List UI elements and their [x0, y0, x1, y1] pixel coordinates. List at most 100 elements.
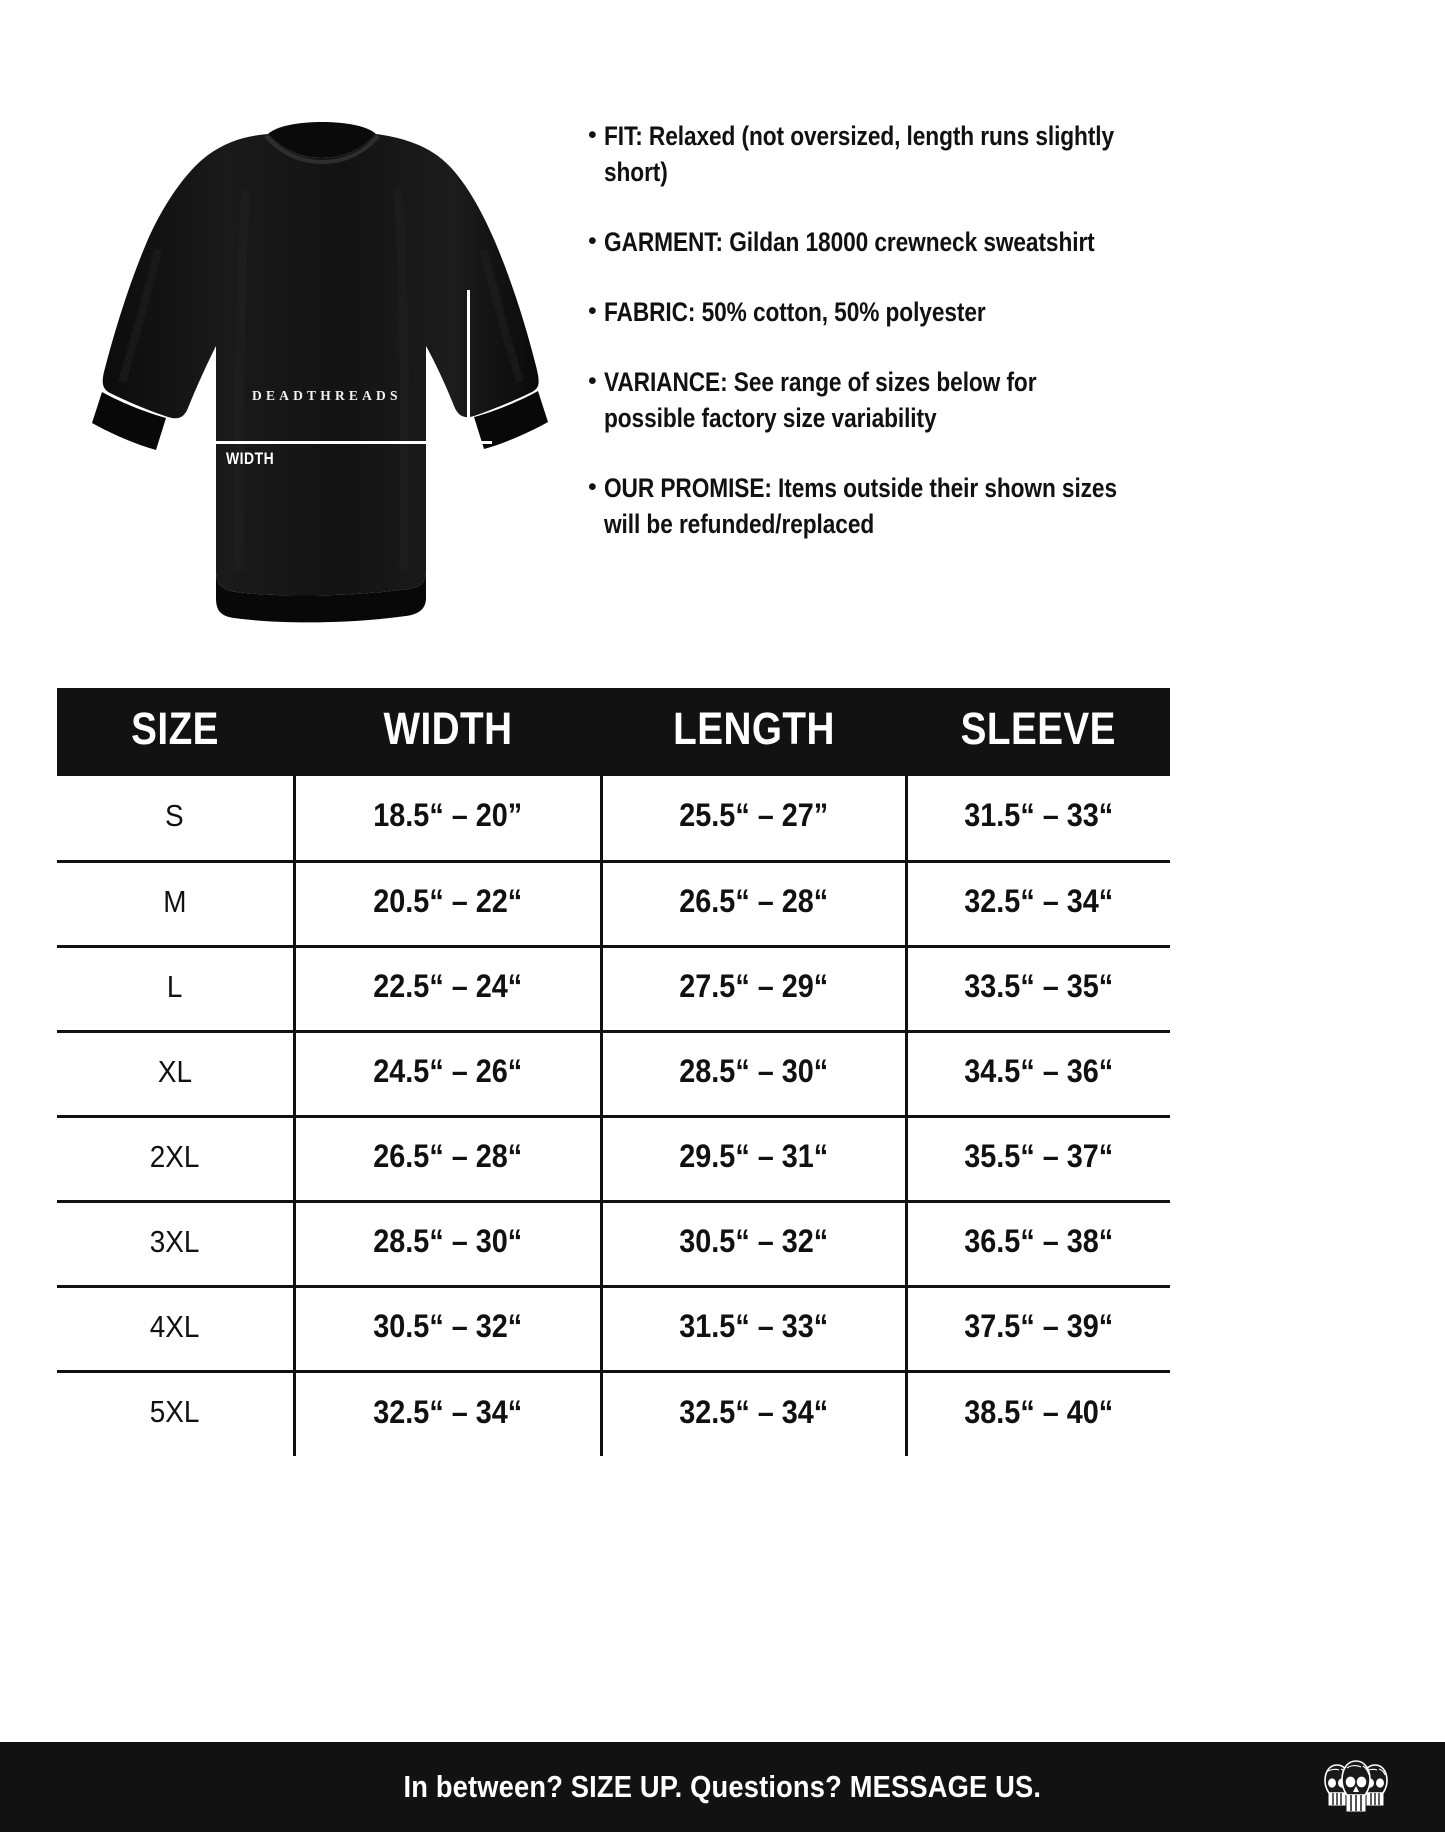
spec-item-fit: • FIT: Relaxed (not oversized, length ru… [588, 118, 1218, 190]
crewneck-sweatshirt-graphic [92, 122, 548, 623]
cell-size: 2XL [57, 1116, 296, 1203]
spec-item-variance: • VARIANCE: See range of sizes below for… [588, 364, 1218, 436]
cell-size-value: 2XL [149, 1138, 200, 1174]
cell-length: 26.5“ – 28“ [601, 861, 908, 948]
bullet-icon: • [588, 121, 597, 149]
cell-size: XL [57, 1031, 296, 1118]
column-header-sleeve-label: SLEEVE [960, 703, 1116, 754]
cell-sleeve: 34.5“ – 36“ [906, 1031, 1170, 1118]
garment-brand-wordmark: DEADTHREADS [252, 388, 402, 403]
cell-length: 27.5“ – 29“ [601, 946, 908, 1033]
cell-length-value: 29.5“ – 31“ [679, 1138, 828, 1174]
table-header: SIZE WIDTH LENGTH SLEEVE [57, 688, 1170, 776]
table-header-row: SIZE WIDTH LENGTH SLEEVE [57, 688, 1170, 776]
cell-length-value: 32.5“ – 34“ [679, 1393, 828, 1430]
cell-sleeve-value: 33.5“ – 35“ [964, 968, 1114, 1004]
cell-sleeve-value: 34.5“ – 36“ [964, 1053, 1114, 1089]
bullet-icon: • [588, 473, 597, 501]
column-header-size: SIZE [57, 688, 294, 776]
spec-text-fabric: FABRIC: 50% cotton, 50% polyester [604, 297, 986, 327]
column-header-width: WIDTH [294, 688, 601, 776]
cell-width-value: 26.5“ – 28“ [373, 1138, 522, 1174]
cell-size: S [57, 776, 296, 863]
spec-text-fit: FIT: Relaxed (not oversized, length runs… [604, 121, 1115, 187]
table-body: S 18.5“ – 20” 25.5“ – 27” 31.5“ – 33“ M … [57, 776, 1170, 1456]
cell-width: 32.5“ – 34“ [294, 1371, 603, 1456]
cell-length: 32.5“ – 34“ [601, 1371, 908, 1456]
cell-size-value: 4XL [149, 1308, 200, 1344]
spec-item-garment: • GARMENT: Gildan 18000 crewneck sweatsh… [588, 224, 1218, 260]
cell-sleeve-value: 38.5“ – 40“ [964, 1393, 1114, 1430]
length-measure-line [467, 290, 470, 727]
cell-width-value: 18.5“ – 20” [373, 797, 522, 834]
cell-sleeve: 38.5“ – 40“ [906, 1371, 1170, 1456]
cell-size-value: XL [157, 1053, 192, 1089]
cell-sleeve-value: 37.5“ – 39“ [964, 1308, 1114, 1344]
three-skulls-icon [1319, 1759, 1393, 1815]
table-row: 2XL 26.5“ – 28“ 29.5“ – 31“ 35.5“ – 37“ [57, 1116, 1170, 1203]
cell-sleeve: 31.5“ – 33“ [906, 776, 1170, 863]
cell-sleeve: 33.5“ – 35“ [906, 946, 1170, 1033]
column-header-length: LENGTH [601, 688, 906, 776]
cell-sleeve-value: 31.5“ – 33“ [964, 797, 1114, 834]
spec-text-promise: OUR PROMISE: Items outside their shown s… [604, 473, 1118, 539]
cell-width: 28.5“ – 30“ [294, 1201, 603, 1288]
bullet-icon: • [588, 227, 597, 255]
garment-illustration: DEADTHREADS WIDTH LENGTH [40, 120, 580, 727]
spec-text-garment: GARMENT: Gildan 18000 crewneck sweatshir… [604, 227, 1095, 257]
table-row: XL 24.5“ – 26“ 28.5“ – 30“ 34.5“ – 36“ [57, 1031, 1170, 1118]
cell-length-value: 30.5“ – 32“ [679, 1223, 828, 1259]
cell-length: 25.5“ – 27” [601, 776, 908, 863]
spec-item-fabric: • FABRIC: 50% cotton, 50% polyester [588, 294, 1218, 330]
cell-width: 22.5“ – 24“ [294, 946, 603, 1033]
cell-length-value: 26.5“ – 28“ [679, 883, 828, 919]
cell-length: 28.5“ – 30“ [601, 1031, 908, 1118]
cell-width-value: 20.5“ – 22“ [373, 883, 522, 919]
cell-width: 26.5“ – 28“ [294, 1116, 603, 1203]
cell-size: 4XL [57, 1286, 296, 1373]
cell-size: M [57, 861, 296, 948]
bullet-icon: • [588, 297, 597, 325]
cell-size-value: 5XL [149, 1394, 200, 1430]
cell-size-value: 3XL [149, 1223, 200, 1259]
table-row: 5XL 32.5“ – 34“ 32.5“ – 34“ 38.5“ – 40“ [57, 1371, 1170, 1456]
width-measure-label: WIDTH [226, 449, 275, 468]
cell-size: 5XL [57, 1371, 296, 1456]
cell-length-value: 31.5“ – 33“ [679, 1308, 828, 1344]
table-row: 4XL 30.5“ – 32“ 31.5“ – 33“ 37.5“ – 39“ [57, 1286, 1170, 1373]
cell-length-value: 27.5“ – 29“ [679, 968, 828, 1004]
length-measure-label: LENGTH [457, 512, 474, 564]
cell-length: 29.5“ – 31“ [601, 1116, 908, 1203]
cell-width-value: 22.5“ – 24“ [373, 968, 522, 1004]
column-header-width-label: WIDTH [383, 703, 512, 754]
cell-width: 20.5“ – 22“ [294, 861, 603, 948]
column-header-length-label: LENGTH [672, 703, 835, 754]
column-header-size-label: SIZE [131, 703, 220, 754]
table-row: 3XL 28.5“ – 30“ 30.5“ – 32“ 36.5“ – 38“ [57, 1201, 1170, 1288]
product-info-section: DEADTHREADS WIDTH LENGTH • FIT: Relaxed … [0, 0, 1445, 727]
cell-width-value: 28.5“ – 30“ [373, 1223, 522, 1259]
cell-sleeve: 32.5“ – 34“ [906, 861, 1170, 948]
product-spec-list: • FIT: Relaxed (not oversized, length ru… [588, 118, 1218, 576]
bullet-icon: • [588, 367, 597, 395]
cell-size-value: S [165, 797, 185, 833]
cell-width: 18.5“ – 20” [294, 776, 603, 863]
cell-size-value: L [166, 968, 183, 1004]
cell-sleeve: 36.5“ – 38“ [906, 1201, 1170, 1288]
cell-length: 31.5“ – 33“ [601, 1286, 908, 1373]
table-row: S 18.5“ – 20” 25.5“ – 27” 31.5“ – 33“ [57, 776, 1170, 863]
cell-width: 24.5“ – 26“ [294, 1031, 603, 1118]
cell-sleeve-value: 36.5“ – 38“ [964, 1223, 1114, 1259]
cell-width-value: 32.5“ – 34“ [373, 1393, 522, 1430]
cell-width-value: 30.5“ – 32“ [373, 1308, 522, 1344]
column-header-sleeve: SLEEVE [906, 688, 1170, 776]
cell-size-value: M [163, 883, 187, 919]
footer-message: In between? SIZE UP. Questions? MESSAGE … [403, 1769, 1042, 1804]
cell-length-value: 25.5“ – 27” [679, 797, 828, 834]
spec-item-promise: • OUR PROMISE: Items outside their shown… [588, 470, 1218, 542]
size-chart-table: SIZE WIDTH LENGTH SLEEVE S 18.5“ – 20” 2… [57, 688, 1170, 1456]
width-measure-line [216, 441, 492, 444]
table-row: M 20.5“ – 22“ 26.5“ – 28“ 32.5“ – 34“ [57, 861, 1170, 948]
footer-bar: In between? SIZE UP. Questions? MESSAGE … [0, 1742, 1445, 1832]
cell-sleeve: 37.5“ – 39“ [906, 1286, 1170, 1373]
